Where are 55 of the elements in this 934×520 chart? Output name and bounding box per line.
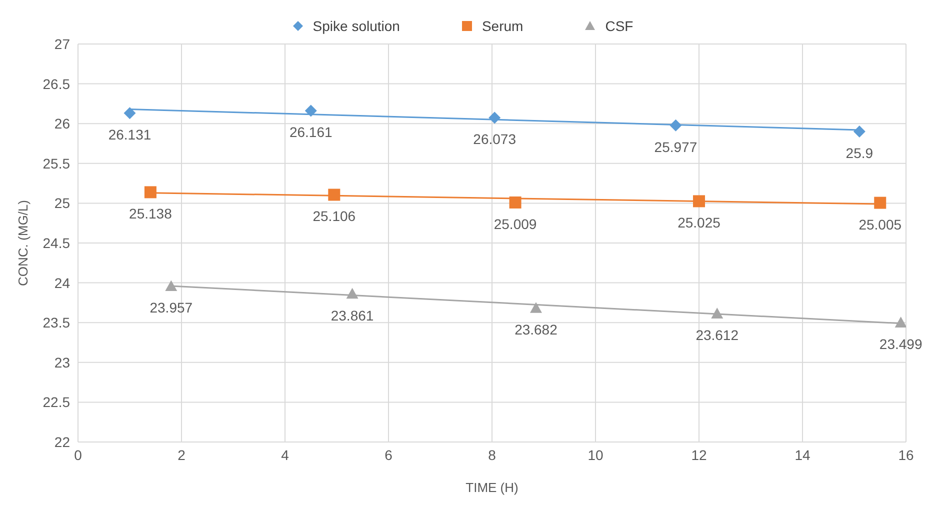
y-tick-label: 24.5	[42, 234, 70, 251]
point	[874, 196, 886, 209]
y-tick-label: 27	[54, 36, 70, 52]
data-label: 25.009	[494, 216, 537, 232]
point	[509, 196, 522, 208]
y-tick-label: 22.5	[42, 394, 70, 410]
data-label: 26.073	[473, 131, 516, 148]
point	[853, 126, 866, 138]
point	[346, 288, 358, 299]
y-tick-label: 26.5	[42, 76, 70, 92]
y-tick-label: 25	[54, 195, 70, 212]
legend-label: Spike solution	[312, 18, 400, 34]
y-tick-label: 23.5	[42, 314, 70, 331]
data-label: 23.861	[330, 307, 374, 324]
x-tick-label: 16	[898, 446, 914, 463]
point	[693, 195, 705, 208]
data-label: 23.957	[150, 300, 193, 316]
data-label: 25.138	[129, 206, 172, 222]
data-label: 25.106	[312, 208, 356, 224]
point	[165, 280, 178, 292]
x-tick-label: 0	[74, 446, 82, 463]
x-tick-label: 6	[384, 446, 393, 463]
data-label: 23.682	[514, 322, 558, 338]
point	[530, 302, 542, 313]
x-tick-label: 2	[178, 446, 186, 463]
x-tick-label: 10	[588, 446, 604, 463]
data-label: 23.499	[879, 336, 922, 352]
point	[670, 119, 682, 132]
x-tick-label: 12	[691, 446, 707, 463]
legend-label: Serum	[480, 18, 524, 34]
data-label: 26.131	[108, 126, 152, 143]
x-tick-label: 14	[794, 446, 810, 463]
point	[488, 112, 501, 124]
legend-label: CSF	[604, 18, 634, 34]
point	[894, 316, 906, 328]
point	[124, 107, 136, 120]
point	[304, 104, 317, 117]
data-label: 25.025	[678, 214, 721, 231]
point	[711, 308, 724, 318]
y-tick-label: 25.5	[42, 155, 70, 172]
x-axis-title: TIME (H)	[466, 480, 518, 495]
data-label: 25.9	[846, 145, 874, 162]
point	[144, 186, 156, 198]
data-label: 25.005	[858, 216, 902, 232]
y-tick-label: 23	[54, 354, 70, 370]
y-axis-title: CONC. (MG/L)	[16, 200, 31, 286]
y-tick-label: 26	[54, 116, 70, 132]
y-tick-label: 24	[54, 274, 70, 291]
point	[328, 188, 340, 201]
x-tick-label: 8	[488, 446, 496, 463]
y-tick-label: 22	[54, 434, 70, 450]
data-label: 25.977	[654, 138, 698, 155]
data-label: 23.612	[696, 327, 739, 344]
data-label: 26.161	[289, 124, 332, 140]
x-tick-label: 4	[281, 446, 290, 463]
